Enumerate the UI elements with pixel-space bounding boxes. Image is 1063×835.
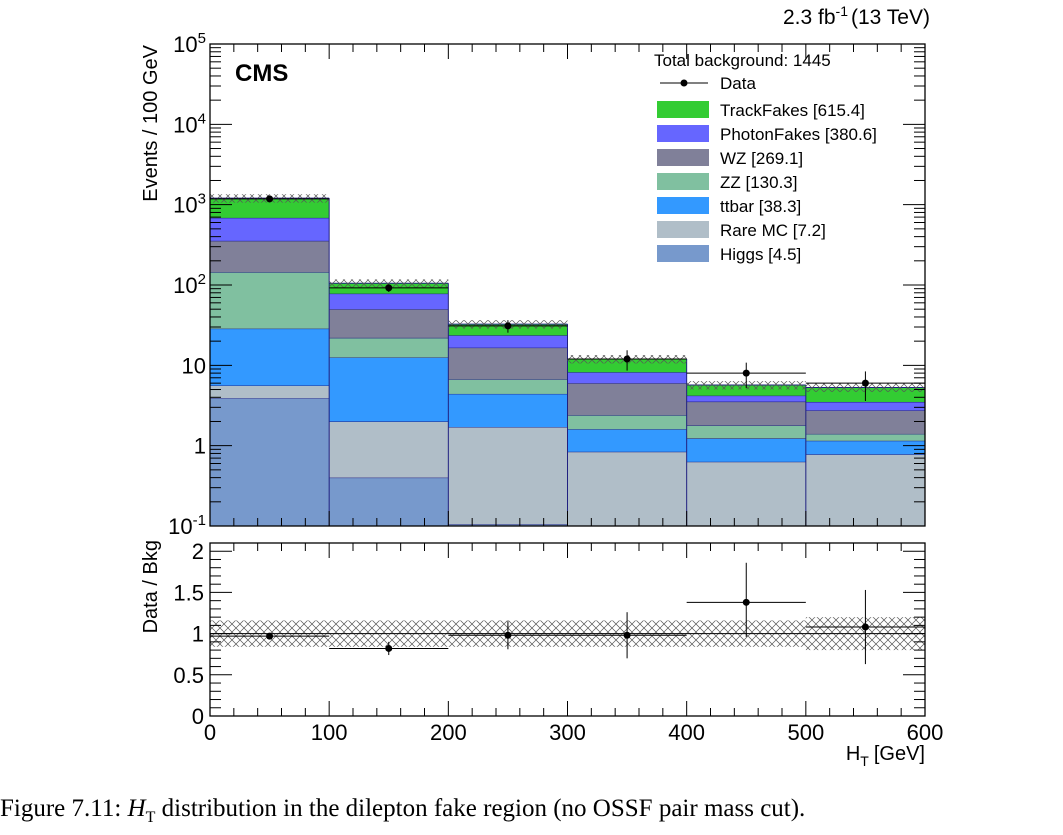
- bar-wz: [448, 347, 568, 380]
- x-axis-label: HT [GeV]: [846, 743, 925, 769]
- bar-higgs: [329, 477, 449, 526]
- legend-label-photonfakes: PhotonFakes [380.6]: [720, 125, 877, 144]
- legend-swatch-wz: [657, 149, 709, 166]
- data-point: [266, 195, 274, 203]
- bar-rare-mc: [448, 427, 568, 525]
- x-tick-label: 200: [430, 720, 467, 745]
- bar-ttbar: [210, 328, 330, 386]
- ratio-point: [504, 631, 512, 639]
- legend-swatch-ttbar: [657, 197, 709, 214]
- legend-swatch-higgs: [657, 245, 709, 262]
- bar-higgs: [448, 524, 568, 526]
- bar-photonfakes: [686, 395, 806, 402]
- x-tick-label: 400: [668, 720, 705, 745]
- bar-wz: [329, 309, 449, 338]
- bar-zz: [567, 415, 687, 430]
- bar-rare-mc: [686, 461, 806, 526]
- ratio-point: [266, 632, 274, 640]
- lumi-label: 2.3 fb-1 (13 TeV): [783, 3, 930, 29]
- bar-rare-mc: [210, 385, 330, 399]
- y-tick-label: 102: [173, 271, 206, 298]
- legend-swatch-trackfakes: [657, 101, 709, 118]
- ratio-y-tick-label: 2: [192, 539, 204, 564]
- ratio-y-tick-label: 1: [192, 622, 204, 647]
- y-tick-label: 10: [182, 353, 206, 378]
- ratio-y-tick-label: 1.5: [173, 580, 204, 605]
- x-tick-label: 0: [204, 720, 216, 745]
- bar-trackfakes: [686, 385, 806, 396]
- data-point: [623, 355, 631, 363]
- legend-label-trackfakes: TrackFakes [615.4]: [720, 101, 865, 120]
- legend-label-ttbar: ttbar [38.3]: [720, 197, 801, 216]
- x-tick-label: 600: [907, 720, 944, 745]
- y-tick-label: 103: [173, 191, 206, 218]
- bar-ttbar: [329, 357, 449, 422]
- legend-label-wz: WZ [269.1]: [720, 149, 803, 168]
- bar-wz: [686, 401, 806, 426]
- ratio-point: [742, 598, 750, 606]
- y-tick-label: 10-1: [168, 512, 206, 539]
- bkg-uncertainty-band: [329, 279, 449, 288]
- bar-photonfakes: [210, 217, 330, 241]
- data-point: [504, 322, 512, 330]
- ratio-y-axis-label: Data / Bkg: [140, 540, 162, 633]
- bar-trackfakes: [210, 198, 330, 218]
- bar-rare-mc: [805, 454, 925, 526]
- bar-rare-mc: [329, 421, 449, 478]
- legend-swatch-rare-mc: [657, 221, 709, 238]
- data-point: [385, 284, 393, 292]
- legend-data-marker: [680, 79, 688, 87]
- x-tick-label: 500: [787, 720, 824, 745]
- legend-swatch-zz: [657, 173, 709, 190]
- main-panel: 10-1 1 10 102 103 104 105 Events / 100 GeV Total…: [140, 30, 926, 539]
- bar-rare-mc: [567, 451, 687, 526]
- bar-photonfakes: [567, 372, 687, 384]
- ratio-y-tick-label: 0.5: [173, 663, 204, 688]
- y-tick-label: 104: [173, 110, 206, 137]
- x-tick-label: 300: [549, 720, 586, 745]
- bar-ttbar: [448, 393, 568, 428]
- bar-ttbar: [567, 429, 687, 452]
- bar-zz: [686, 425, 806, 439]
- y-axis-label: Events / 100 GeV: [140, 44, 162, 201]
- bar-ttbar: [686, 438, 806, 462]
- bar-photonfakes: [448, 335, 568, 348]
- legend-data-label: Data: [720, 74, 756, 93]
- y-tick-label: 1: [194, 434, 206, 459]
- bar-wz: [210, 240, 330, 273]
- legend-label-zz: ZZ [130.3]: [720, 173, 797, 192]
- stack-group: [210, 194, 925, 526]
- y-tick-label: 105: [173, 30, 206, 57]
- data-point: [861, 379, 869, 387]
- ratio-point: [623, 631, 631, 639]
- bar-ttbar: [805, 440, 925, 455]
- ratio-point: [385, 644, 393, 652]
- legend-swatch-photonfakes: [657, 125, 709, 142]
- bar-photonfakes: [805, 401, 925, 411]
- ratio-point: [861, 623, 869, 631]
- bar-wz: [805, 410, 925, 434]
- figure-caption: Figure 7.11: HT distribution in the dile…: [0, 795, 806, 826]
- bar-photonfakes: [329, 293, 449, 310]
- bar-zz: [448, 379, 568, 394]
- legend-label-rare-mc: Rare MC [7.2]: [720, 221, 826, 240]
- bar-zz: [329, 337, 449, 358]
- x-tick-label: 100: [311, 720, 348, 745]
- cms-label: CMS: [235, 60, 288, 87]
- legend-total: Total background: 1445: [654, 51, 831, 70]
- data-point: [742, 369, 750, 377]
- ratio-panel: 0 0.5 1 1.5 2 0 100 200 300 400 500 600 Data / Bkg HT…: [140, 539, 943, 769]
- bar-zz: [805, 433, 925, 441]
- bar-wz: [567, 383, 687, 416]
- legend-label-higgs: Higgs [4.5]: [720, 245, 801, 264]
- ratio-y-tick-label: 0: [192, 704, 204, 729]
- bar-higgs: [210, 398, 330, 526]
- bar-zz: [210, 272, 330, 329]
- ratio-content: [210, 562, 925, 665]
